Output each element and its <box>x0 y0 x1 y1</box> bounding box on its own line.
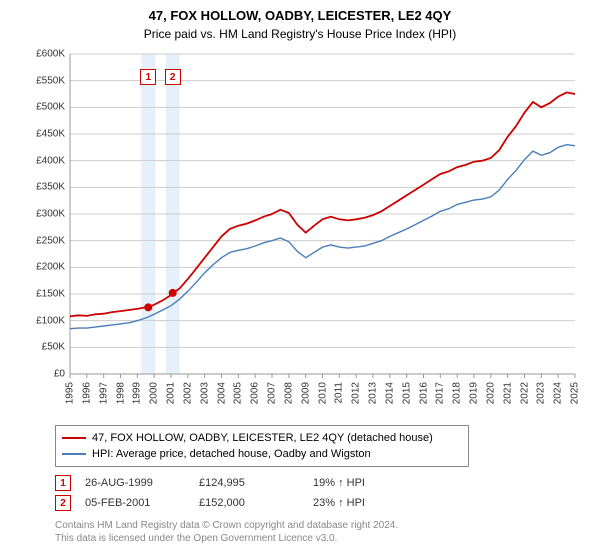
x-axis-tick-label: 2020 <box>485 382 496 404</box>
x-axis-tick-label: 2000 <box>149 382 160 404</box>
sale-row-date: 26-AUG-1999 <box>85 477 185 489</box>
x-axis-tick-label: 1998 <box>115 382 126 404</box>
y-axis-tick-label: £550K <box>20 75 65 86</box>
x-axis-tick-label: 2003 <box>199 382 210 404</box>
chart-container: 47, FOX HOLLOW, OADBY, LEICESTER, LE2 4Q… <box>0 0 600 545</box>
y-axis-tick-label: £400K <box>20 155 65 166</box>
sale-row-badge: 2 <box>55 495 71 511</box>
sale-row-delta: 23% ↑ HPI <box>313 497 413 509</box>
sale-marker-badge: 2 <box>165 69 181 85</box>
x-axis-tick-label: 2004 <box>216 382 227 404</box>
legend-label: 47, FOX HOLLOW, OADBY, LEICESTER, LE2 4Q… <box>92 430 433 446</box>
sale-row-delta: 19% ↑ HPI <box>313 477 413 489</box>
x-axis-tick-label: 2010 <box>317 382 328 404</box>
x-axis-tick-label: 2009 <box>300 382 311 404</box>
x-axis-tick-label: 1997 <box>98 382 109 404</box>
sale-row: 1 26-AUG-1999 £124,995 19% ↑ HPI <box>55 473 600 493</box>
x-axis-tick-label: 2007 <box>267 382 278 404</box>
x-axis-tick-label: 2023 <box>536 382 547 404</box>
x-axis-tick-label: 2001 <box>166 382 177 404</box>
attribution-line: Contains HM Land Registry data © Crown c… <box>55 519 600 532</box>
sale-row-price: £152,000 <box>199 497 299 509</box>
legend-row: 47, FOX HOLLOW, OADBY, LEICESTER, LE2 4Q… <box>62 430 462 446</box>
sale-row-date: 05-FEB-2001 <box>85 497 185 509</box>
sale-marker-dot <box>144 303 152 311</box>
x-axis-tick-label: 2024 <box>553 382 564 404</box>
x-axis-tick-label: 2012 <box>351 382 362 404</box>
x-axis-tick-label: 1995 <box>65 382 76 404</box>
x-axis-tick-label: 2011 <box>334 382 345 404</box>
y-axis-tick-label: £500K <box>20 102 65 113</box>
chart-subtitle: Price paid vs. HM Land Registry's House … <box>0 23 600 49</box>
legend-swatch <box>62 453 86 455</box>
x-axis-tick-label: 2002 <box>182 382 193 404</box>
sale-marker-dot <box>169 289 177 297</box>
x-axis-tick-label: 1999 <box>132 382 143 404</box>
legend-label: HPI: Average price, detached house, Oadb… <box>92 446 371 462</box>
y-axis-tick-label: £300K <box>20 209 65 220</box>
x-axis-tick-label: 2021 <box>502 382 513 404</box>
x-axis-tick-label: 2013 <box>368 382 379 404</box>
attribution-line: This data is licensed under the Open Gov… <box>55 532 600 545</box>
y-axis-tick-label: £450K <box>20 129 65 140</box>
x-axis-tick-label: 2015 <box>401 382 412 404</box>
legend: 47, FOX HOLLOW, OADBY, LEICESTER, LE2 4Q… <box>55 425 469 467</box>
x-axis-tick-label: 2006 <box>250 382 261 404</box>
legend-swatch <box>62 437 86 439</box>
x-axis-tick-label: 2005 <box>233 382 244 404</box>
y-axis-tick-label: £350K <box>20 182 65 193</box>
chart-plot: £0 £50K £100K £150K £200K £250K £300K £350K £400… <box>20 49 580 419</box>
x-axis-tick-label: 2025 <box>570 382 581 404</box>
y-axis-tick-label: £600K <box>20 49 65 60</box>
chart-title: 47, FOX HOLLOW, OADBY, LEICESTER, LE2 4Q… <box>0 0 600 23</box>
sale-row-badge: 1 <box>55 475 71 491</box>
x-axis-tick-label: 2014 <box>384 382 395 404</box>
sale-row-price: £124,995 <box>199 477 299 489</box>
sale-marker-table: 1 26-AUG-1999 £124,995 19% ↑ HPI 2 05-FEB-200… <box>55 473 600 513</box>
y-axis-tick-label: £0 <box>20 369 65 380</box>
y-axis-tick-label: £150K <box>20 289 65 300</box>
x-axis-tick-label: 1996 <box>81 382 92 404</box>
y-axis-tick-label: £50K <box>20 342 65 353</box>
y-axis-tick-label: £250K <box>20 235 65 246</box>
x-axis-tick-label: 2017 <box>435 382 446 404</box>
x-axis-tick-label: 2019 <box>469 382 480 404</box>
legend-row: HPI: Average price, detached house, Oadb… <box>62 446 462 462</box>
x-axis-tick-label: 2016 <box>418 382 429 404</box>
x-axis-tick-label: 2008 <box>283 382 294 404</box>
attribution: Contains HM Land Registry data © Crown c… <box>55 519 600 545</box>
sale-row: 2 05-FEB-2001 £152,000 23% ↑ HPI <box>55 493 600 513</box>
x-axis-tick-label: 2022 <box>519 382 530 404</box>
sale-marker-badge: 1 <box>140 69 156 85</box>
x-axis-tick-label: 2018 <box>452 382 463 404</box>
y-axis-tick-label: £200K <box>20 262 65 273</box>
y-axis-tick-label: £100K <box>20 315 65 326</box>
